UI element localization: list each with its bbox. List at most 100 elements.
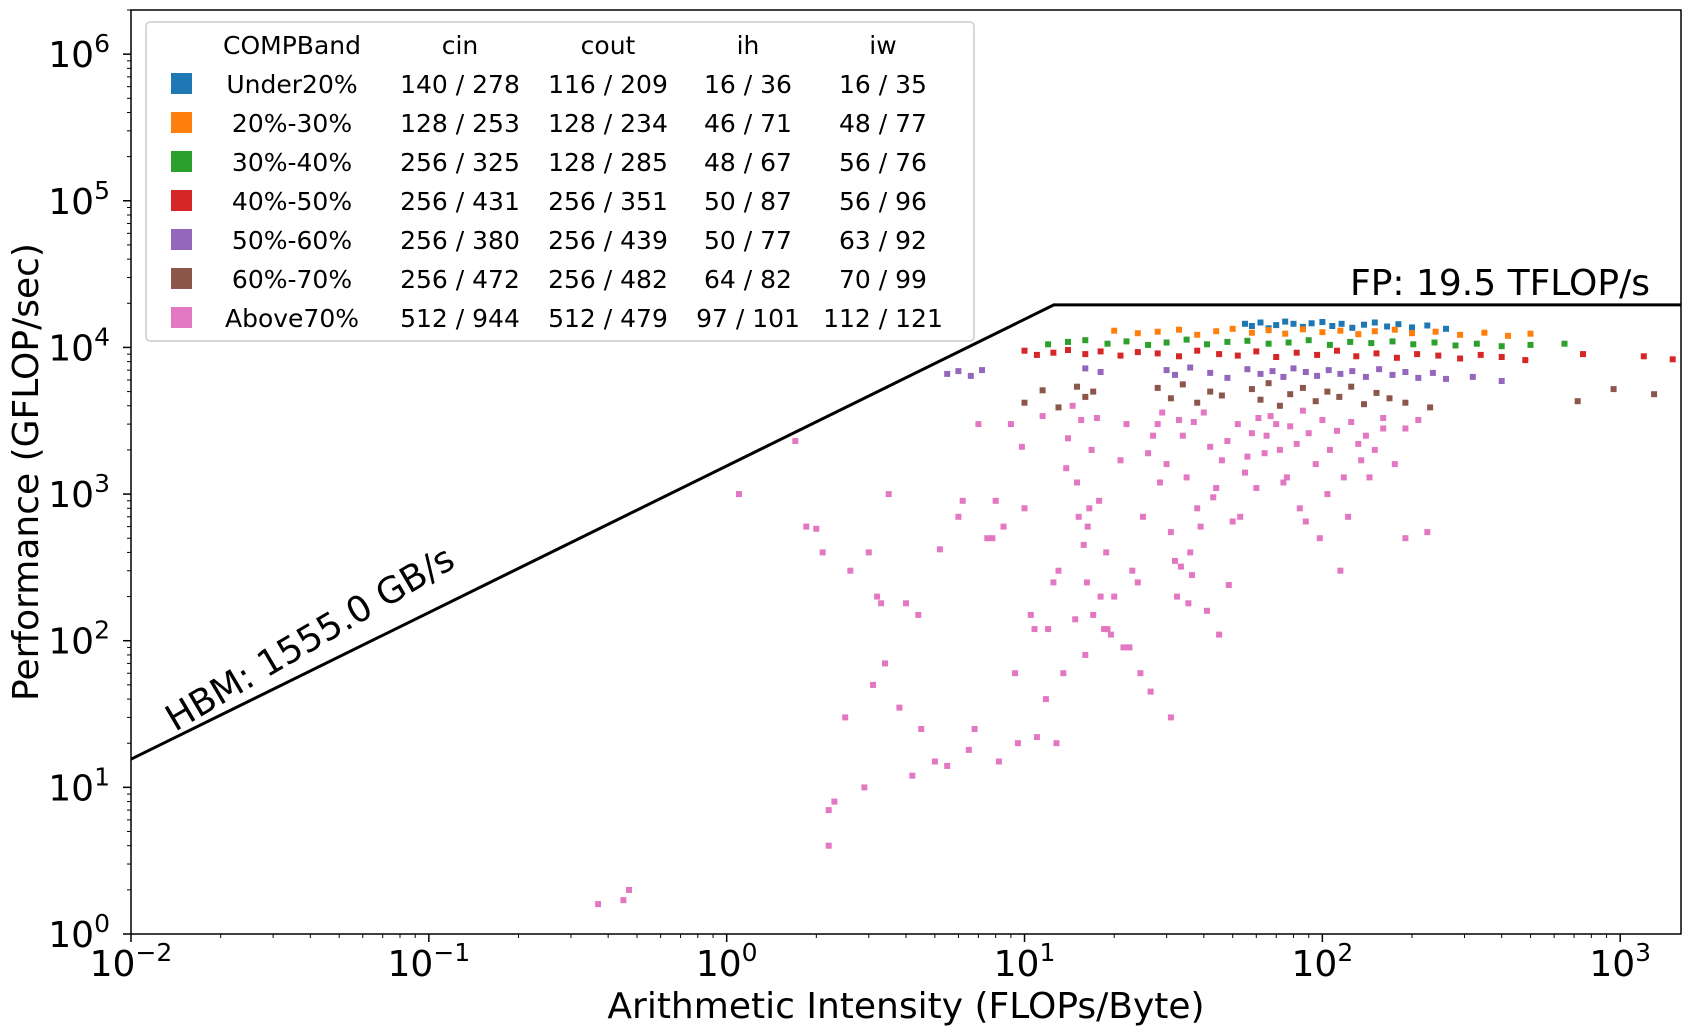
- data-point: [1293, 440, 1300, 447]
- data-point: [1063, 465, 1070, 472]
- data-point: [1088, 446, 1095, 453]
- data-point: [1177, 563, 1184, 570]
- y-tick-label: 103: [48, 469, 110, 516]
- data-point: [936, 546, 943, 553]
- legend-cell: 97 / 101: [696, 304, 800, 333]
- legend-cell: 256 / 325: [400, 148, 520, 177]
- data-point: [1265, 340, 1272, 347]
- data-point: [1090, 611, 1097, 618]
- data-point: [620, 897, 627, 904]
- data-point: [1039, 413, 1046, 420]
- data-point: [1237, 513, 1244, 520]
- data-point: [1242, 320, 1248, 327]
- data-point: [1287, 423, 1294, 430]
- data-point: [1097, 369, 1104, 375]
- data-point: [1042, 696, 1049, 703]
- data-point: [1640, 353, 1647, 360]
- data-point: [1380, 415, 1387, 421]
- data-point: [882, 660, 888, 667]
- data-point: [1083, 579, 1090, 586]
- data-point: [831, 798, 838, 805]
- data-point: [1282, 318, 1289, 325]
- data-point: [1082, 651, 1089, 658]
- legend: COMPBand cin cout ih iw Under20% 140 / 278 116…: [145, 21, 975, 342]
- data-point: [1082, 337, 1089, 344]
- legend-cell: 16 / 36: [704, 70, 792, 99]
- data-point: [1338, 320, 1345, 327]
- data-point: [1244, 366, 1251, 373]
- legend-swatch: [171, 73, 192, 94]
- data-point: [1097, 348, 1104, 355]
- data-point: [1123, 421, 1130, 428]
- y-tick-label: 100: [48, 909, 110, 956]
- data-point: [1326, 446, 1333, 453]
- data-point: [1154, 384, 1161, 391]
- data-point: [1432, 328, 1439, 335]
- data-point: [1610, 386, 1617, 393]
- data-point: [1150, 432, 1156, 439]
- data-point: [1097, 593, 1104, 600]
- data-point: [1337, 327, 1344, 334]
- data-point: [1362, 432, 1369, 439]
- data-point: [1457, 355, 1464, 362]
- data-point: [1194, 505, 1201, 512]
- data-point: [1129, 567, 1136, 574]
- data-point: [819, 549, 826, 556]
- data-point: [1111, 327, 1118, 334]
- legend-header-cell: iw: [869, 31, 896, 60]
- data-point: [1561, 340, 1568, 347]
- legend-cell: Under20%: [226, 70, 357, 99]
- roofline: [130, 303, 1681, 761]
- data-point: [1255, 415, 1262, 421]
- data-point: [1018, 443, 1025, 450]
- legend-swatch: [171, 307, 192, 328]
- data-point: [1176, 353, 1182, 360]
- data-point: [1183, 474, 1190, 481]
- data-point: [1244, 453, 1251, 460]
- x-tick-label: 101: [994, 938, 1056, 985]
- legend-cell: 20%-30%: [232, 109, 352, 138]
- data-point: [1200, 409, 1207, 416]
- data-point: [1380, 425, 1387, 432]
- data-point: [1362, 373, 1369, 380]
- data-point: [965, 746, 972, 753]
- legend-cell: Above70%: [225, 304, 359, 333]
- data-point: [1314, 351, 1321, 358]
- data-point: [944, 762, 951, 769]
- data-point: [1167, 714, 1174, 721]
- data-point: [1253, 348, 1260, 355]
- data-point: [1086, 505, 1093, 512]
- data-point: [1402, 425, 1409, 432]
- data-point: [1075, 513, 1082, 520]
- legend-cell: 128 / 285: [548, 148, 668, 177]
- legend-header-cell: ih: [737, 31, 760, 60]
- data-point: [1082, 393, 1089, 400]
- data-point: [1090, 388, 1097, 395]
- data-point: [1248, 323, 1255, 329]
- x-tick-label: 102: [1292, 938, 1354, 985]
- data-point: [1163, 339, 1170, 346]
- data-point: [1145, 341, 1152, 348]
- legend-cell: 256 / 472: [400, 265, 520, 294]
- data-point: [967, 372, 974, 379]
- data-point: [931, 758, 938, 765]
- data-point: [1045, 626, 1052, 633]
- data-point: [1154, 421, 1161, 428]
- data-point: [1074, 383, 1080, 390]
- data-point: [1473, 340, 1480, 347]
- data-point: [979, 367, 985, 374]
- data-point: [1000, 523, 1007, 530]
- data-point: [944, 370, 951, 377]
- data-point: [1021, 399, 1028, 406]
- data-point: [874, 593, 881, 600]
- data-point: [1204, 607, 1210, 614]
- data-point: [1329, 323, 1336, 329]
- data-point: [1293, 349, 1300, 356]
- data-point: [984, 535, 991, 542]
- data-point: [1389, 371, 1396, 378]
- data-point: [626, 886, 632, 893]
- data-point: [1257, 370, 1264, 377]
- data-point: [736, 491, 742, 498]
- data-point: [1305, 430, 1312, 437]
- data-point: [1348, 383, 1355, 390]
